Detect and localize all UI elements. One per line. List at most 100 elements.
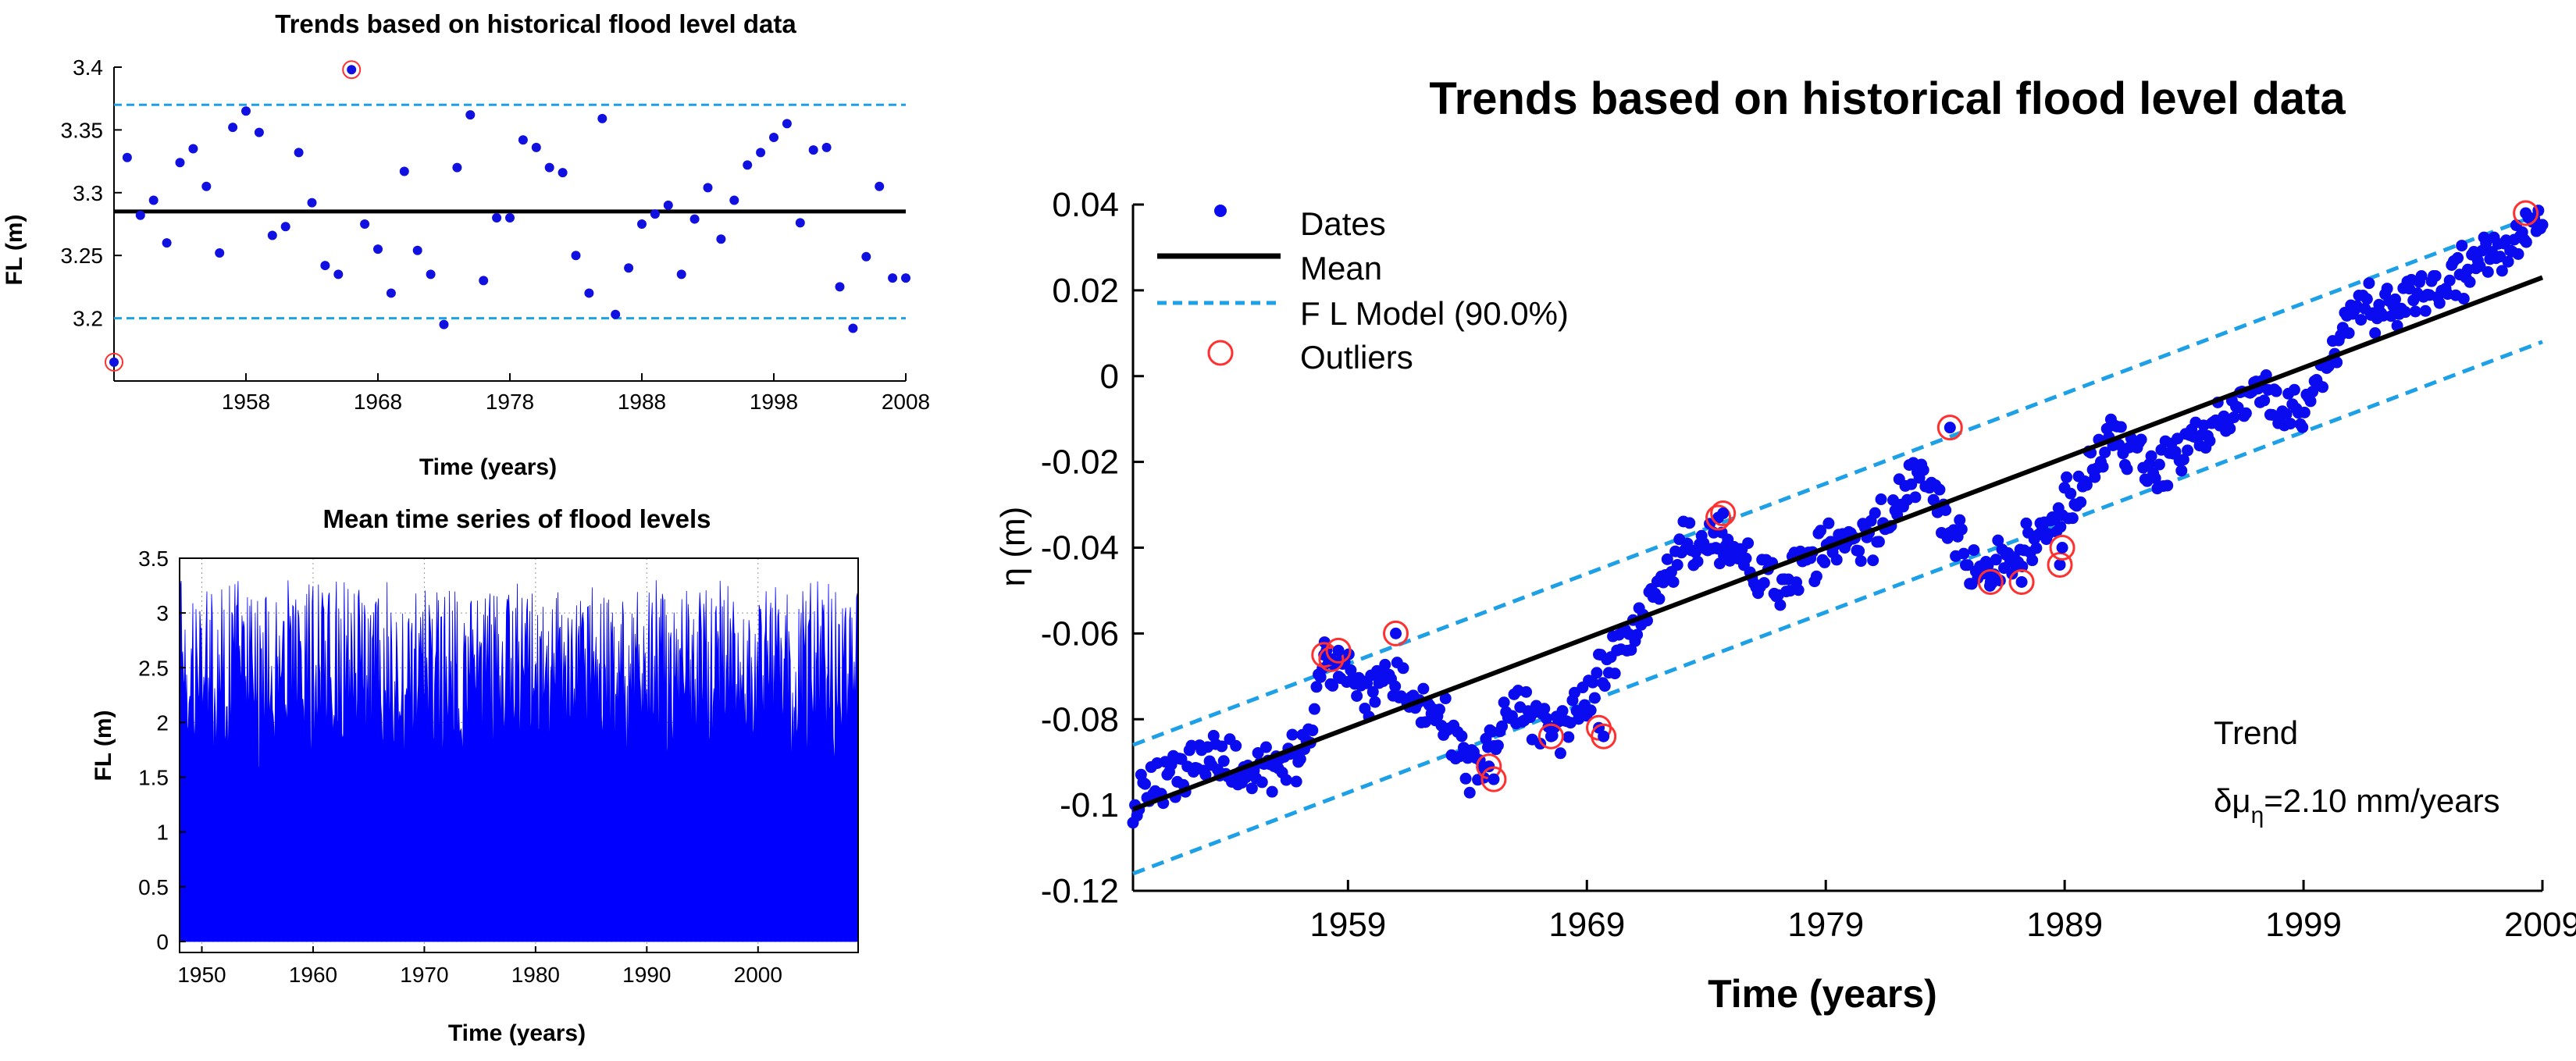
chart2-y-tick-label: 3 xyxy=(156,601,169,625)
chart1-point xyxy=(333,269,344,279)
chart3-point xyxy=(1199,768,1212,781)
legend-outliers-marker xyxy=(1207,340,1234,366)
chart3-lower-band xyxy=(1132,340,2543,876)
chart3-point xyxy=(1562,731,1575,743)
chart3-point xyxy=(2363,277,2375,290)
chart1-point xyxy=(518,135,528,145)
chart3-point xyxy=(1954,514,1966,526)
chart1-point xyxy=(426,269,436,279)
chart-mean-timeseries: Mean time series of flood levels Time (y… xyxy=(91,504,859,1046)
chart1-point xyxy=(492,212,502,223)
chart1-point xyxy=(729,195,739,205)
chart3-point xyxy=(2399,306,2411,319)
chart1-point xyxy=(412,245,422,255)
chart3-point xyxy=(1389,680,1402,692)
chart3-point xyxy=(1940,504,1952,517)
chart3-point xyxy=(2304,395,2317,408)
trend-value-number: =2.10 mm/years xyxy=(2264,782,2499,819)
chart3-point xyxy=(1961,559,1974,571)
chart1-point xyxy=(584,288,594,298)
chart3-outlier-point xyxy=(1944,422,1956,434)
chart3-point xyxy=(2381,283,2393,295)
chart3-point xyxy=(1872,536,1885,548)
chart3-point xyxy=(1905,478,1918,490)
chart3-point xyxy=(1419,716,1431,728)
chart1-x-tick-label: 1988 xyxy=(618,390,666,414)
chart3-point xyxy=(1417,682,1430,695)
chart1-title: Trends based on historical flood level d… xyxy=(275,9,796,38)
chart1-point xyxy=(544,162,554,173)
chart3-point xyxy=(2054,521,2067,533)
legend-outliers-label: Outliers xyxy=(1300,339,1413,376)
chart1-point xyxy=(901,273,910,283)
chart3-point xyxy=(2161,479,2174,492)
chart2-frame-top xyxy=(179,557,859,953)
chart3-outlier-point xyxy=(2056,542,2068,554)
chart1-ylabel: FL (m) xyxy=(2,214,27,285)
chart1-outlier xyxy=(342,60,362,80)
chart3-point xyxy=(1165,758,1178,771)
chart3-point xyxy=(1598,680,1611,692)
chart1-outlier xyxy=(105,352,123,372)
chart3-point xyxy=(2457,293,2470,305)
chart3-point xyxy=(2149,472,2161,485)
chart1-point xyxy=(769,133,779,143)
chart3-point xyxy=(1822,517,1835,529)
chart1-point xyxy=(201,181,212,191)
chart1-point xyxy=(689,214,700,224)
chart3-point xyxy=(2182,444,2194,457)
chart1-x-tick-label: 1998 xyxy=(750,390,798,414)
chart2-y-tick-label: 0 xyxy=(156,930,169,954)
chart3-point xyxy=(1815,525,1827,537)
chart3-point xyxy=(2228,411,2240,424)
legend-dates-label: Dates xyxy=(1300,205,1386,242)
chart3-point xyxy=(1455,730,1468,742)
chart3-mean-line xyxy=(1131,275,2544,812)
chart1-point xyxy=(505,212,515,223)
chart3-point xyxy=(2298,406,2311,418)
chart3-point xyxy=(2288,383,2300,396)
chart1-point xyxy=(465,110,476,120)
chart3-point xyxy=(2317,381,2329,393)
chart1-point xyxy=(650,209,660,219)
chart1-point xyxy=(320,261,330,271)
chart3-point xyxy=(2280,408,2293,420)
chart3-point xyxy=(1556,705,1569,717)
chart1-point xyxy=(228,123,238,133)
chart1-point xyxy=(848,323,858,333)
trend-value: δμη=2.10 mm/years xyxy=(2214,782,2500,828)
chart3-point xyxy=(1927,493,1940,506)
chart3-point xyxy=(2145,450,2157,462)
chart2-title: Mean time series of flood levels xyxy=(323,504,711,533)
chart2-y-tick-label: 2 xyxy=(156,710,169,735)
trend-value-symbol: δμ xyxy=(2214,782,2251,819)
chart3-point xyxy=(1230,739,1242,752)
chart1-point xyxy=(821,142,832,152)
legend-model-label: F L Model (90.0%) xyxy=(1300,295,1569,332)
chart3-point xyxy=(1810,570,1822,582)
chart1-point xyxy=(861,251,871,262)
chart1-point xyxy=(254,127,264,137)
chart2-x-tick-label: 1990 xyxy=(622,963,671,987)
chart3-point xyxy=(1742,537,1755,550)
chart3-point xyxy=(2258,394,2271,407)
chart3-point xyxy=(1216,740,1228,753)
chart3-point xyxy=(1758,577,1770,589)
chart1-point xyxy=(373,244,383,255)
chart3-point xyxy=(1379,658,1391,671)
chart1-point xyxy=(241,106,251,116)
chart3-point xyxy=(2284,418,2296,430)
chart3-point xyxy=(2429,269,2442,282)
chart3-point xyxy=(1955,523,1968,536)
chart1-point xyxy=(386,288,396,298)
chart1-point xyxy=(267,230,277,240)
chart3-outlier xyxy=(2008,568,2035,595)
chart3-point xyxy=(1625,643,1637,656)
chart3-point xyxy=(1217,755,1230,767)
chart1-xlabel: Time (years) xyxy=(419,454,557,480)
chart3-point xyxy=(2456,240,2468,252)
chart1-x-tick-label: 1978 xyxy=(486,390,534,414)
chart2-x-tick-label: 1970 xyxy=(400,963,448,987)
chart-trends-large: Trends based on historical flood level d… xyxy=(994,73,2576,1016)
chart3-point xyxy=(2115,421,2127,433)
